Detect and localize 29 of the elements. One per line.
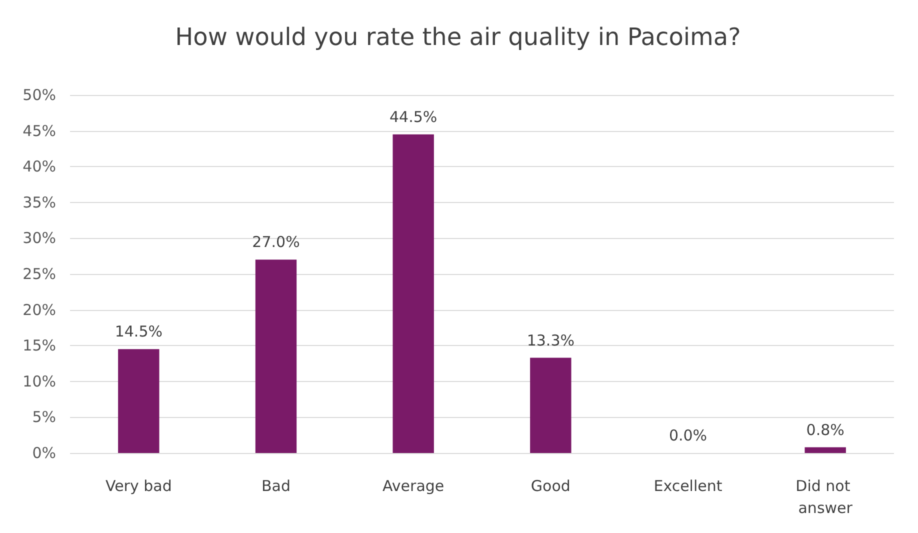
y-tick-label: 45% [22, 122, 56, 140]
bar [118, 349, 160, 453]
x-tick-label: Excellent [654, 477, 722, 495]
y-tick-label: 40% [22, 158, 56, 176]
y-tick-label: 5% [32, 408, 56, 426]
y-tick-label: 10% [22, 372, 56, 390]
data-label: 0.0% [668, 426, 708, 444]
x-tick-label: Did not answer [796, 477, 856, 517]
y-tick-label: 0% [32, 444, 56, 462]
y-tick-label: 35% [22, 193, 56, 212]
y-tick-label: 50% [22, 86, 56, 104]
x-tick-label: Average [382, 477, 444, 495]
y-tick-label: 30% [22, 229, 56, 248]
x-tick-label: Good [530, 477, 570, 495]
x-tick-label: Very bad [105, 477, 172, 495]
chart-title: How would you rate the air quality in Pacoima? [175, 23, 741, 51]
data-label: 27.0% [252, 233, 300, 252]
data-label: 0.8% [806, 420, 844, 439]
bar [804, 447, 846, 453]
bar [392, 134, 434, 453]
data-label: 44.5% [390, 108, 438, 126]
bar [530, 358, 572, 453]
y-tick-label: 20% [22, 300, 56, 319]
data-label: 13.3% [526, 331, 574, 350]
data-label: 14.5% [114, 322, 162, 341]
bar [255, 260, 297, 453]
x-tick-label: Bad [261, 477, 291, 495]
y-tick-label: 25% [22, 265, 56, 283]
y-tick-label: 15% [22, 336, 56, 355]
